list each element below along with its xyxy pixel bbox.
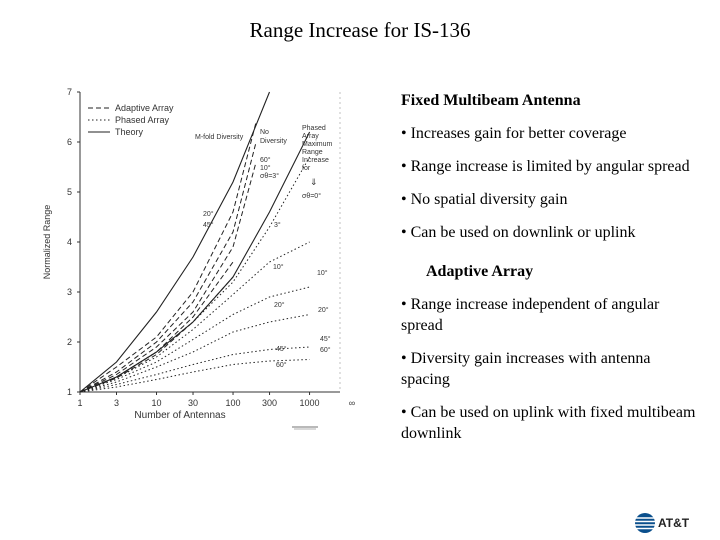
x-tick-label: 1 [77,398,82,408]
series-line [79,141,257,393]
fixed-bullet: • Can be used on downlink or uplink [401,224,636,241]
annotation-phased-array-max: Range [302,149,323,156]
range-chart: Normalized Range Number of Antennas 1 2 3 4… [40,82,360,432]
annotation-m-fold: M-fold Diversity [195,134,244,141]
annotation-phased-angle: 20° [274,301,285,309]
adaptive-array-heading: Adaptive Array [426,263,534,280]
series-line [79,121,257,393]
range-chart-svg: Normalized Range Number of Antennas 1 2 3 4… [42,87,355,430]
annotation-adaptive-angle: 60° [260,156,271,164]
annotation-phased-array-max: for [302,165,311,172]
annotation-adaptive-angle: 20° [203,210,214,218]
annotation-sigma0: σθ=0° [302,192,321,200]
y-tick-label: 7 [67,87,72,97]
legend-label: Theory [115,127,144,137]
annotation-phased-array-max: Maximum [302,141,333,148]
annotation-phased-array-max: Increase [302,157,329,164]
y-tick-label: 6 [67,137,72,147]
series-line [79,286,310,393]
att-logo: AT&T [634,512,698,534]
adaptive-bullet: • Can be used on uplink with fixed multi… [401,404,696,442]
series-line [79,161,257,393]
bottom-scribble [292,426,318,430]
series-line [79,276,234,393]
annotation-no-diversity: Diversity [260,138,287,145]
y-tick-label: 4 [67,237,72,247]
y-tick-label: 1 [67,387,72,397]
text-panel: Fixed Multibeam Antenna • Increases gain… [401,90,701,444]
adaptive-bullet: • Diversity gain increases with antenna … [401,350,651,388]
series-line [79,314,310,393]
fixed-bullet: • Range increase is limited by angular s… [401,158,690,175]
y-tick-label: 2 [67,337,72,347]
y-tick-label: 5 [67,187,72,197]
x-tick-label: 300 [262,398,277,408]
annotation-phased-angle: 10° [317,269,328,277]
annotation-adaptive-angle: σθ=3° [260,172,279,180]
arrow-down-icon: ⇓ [310,177,318,187]
annotation-phased-angle: 3° [274,221,281,229]
annotation-adaptive-angle: 10° [260,164,271,172]
annotation-phased-angle: 60° [320,346,331,354]
chart-legend: Adaptive Array Phased Array Theory [88,103,174,137]
legend-label: Phased Array [115,115,170,125]
y-axis-title: Normalized Range [42,205,52,280]
fixed-bullet: • No spatial diversity gain [401,191,568,208]
annotation-phased-angle: 10° [273,263,284,271]
series-line [79,346,310,393]
x-tick-label: 30 [188,398,198,408]
x-tick-label: ∞ [349,398,355,408]
series-line [79,359,310,393]
x-tick-label: 100 [226,398,241,408]
series-line [79,131,311,393]
y-tick-label: 3 [67,287,72,297]
x-tick-label: 10 [152,398,162,408]
adaptive-bullet: • Range increase independent of angular … [401,296,660,334]
fixed-multibeam-heading: Fixed Multibeam Antenna [401,92,581,109]
legend-label: Adaptive Array [115,103,174,113]
annotation-phased-angle: 45° [320,335,331,343]
annotation-phased-angle: 20° [318,306,329,314]
series-line [79,261,234,393]
annotation-phased-angle: 60° [276,361,287,369]
annotation-adaptive-angle: 45° [203,221,214,229]
x-tick-label: 3 [114,398,119,408]
slide-title: Range Increase for IS-136 [249,18,471,42]
fixed-bullet: • Increases gain for better coverage [401,125,627,142]
x-axis-title: Number of Antennas [134,410,225,421]
logo-text: AT&T [658,516,690,530]
globe-icon [635,513,655,533]
x-tick-label: 1000 [300,398,320,408]
series-line [79,156,311,393]
annotation-no-diversity: No [260,129,269,136]
series-line [79,91,271,393]
annotation-phased-array-max: Array [302,133,319,140]
annotation-phased-angle: 45° [276,345,287,353]
annotation-phased-array-max: Phased [302,125,326,132]
